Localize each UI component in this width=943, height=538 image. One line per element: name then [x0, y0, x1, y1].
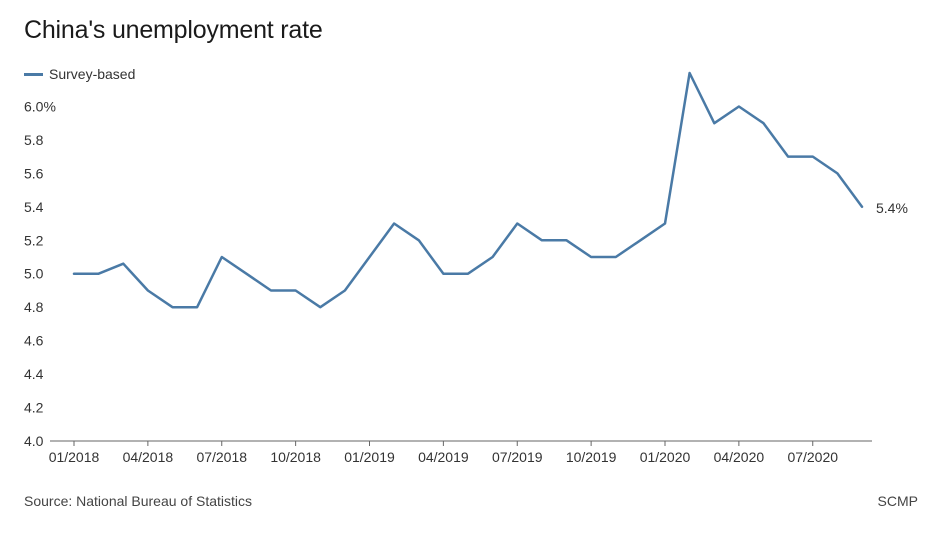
y-tick-label: 5.8	[24, 132, 44, 148]
y-tick-label: 4.2	[24, 400, 44, 416]
x-tick-label: 07/2019	[492, 449, 543, 465]
y-tick-label: 4.8	[24, 299, 44, 315]
x-tick-label: 04/2018	[123, 449, 174, 465]
series-line-survey-based	[72, 71, 864, 309]
x-tick-label: 10/2018	[270, 449, 321, 465]
credit: SCMP	[877, 493, 918, 509]
y-tick-label: 4.0	[24, 433, 44, 449]
x-tick-label: 04/2019	[418, 449, 469, 465]
source-note: Source: National Bureau of Statistics	[24, 493, 253, 509]
series-layer	[72, 71, 864, 309]
y-tick-label: 5.4	[24, 199, 44, 215]
x-tick-label: 07/2018	[196, 449, 247, 465]
chart-legend: Survey-based	[24, 66, 135, 82]
chart-title: China's unemployment rate	[24, 16, 323, 44]
x-axis: 01/2018 04/2018 07/2018 10/2018 01/2019 04/20…	[49, 440, 872, 465]
y-tick-label: 6.0%	[24, 98, 56, 114]
x-tick-label: 01/2020	[640, 449, 691, 465]
legend-swatch	[24, 72, 43, 76]
y-tick-label: 5.6	[24, 165, 44, 181]
x-tick-label: 01/2018	[49, 449, 100, 465]
x-tick-label: 04/2020	[714, 449, 765, 465]
y-tick-label: 4.4	[24, 366, 44, 382]
legend-label: Survey-based	[49, 66, 136, 82]
end-value-label: 5.4%	[876, 200, 908, 216]
y-tick-label: 5.2	[24, 232, 44, 248]
x-tick-label: 10/2019	[566, 449, 617, 465]
y-axis: 4.0 4.2 4.4 4.6 4.8 5.0 5.2 5.4 5.6 5.8 6.0%	[24, 98, 56, 449]
y-tick-label: 4.6	[24, 333, 44, 349]
y-tick-label: 5.0	[24, 266, 44, 282]
x-tick-label: 07/2020	[787, 449, 838, 465]
x-tick-label: 01/2019	[344, 449, 395, 465]
